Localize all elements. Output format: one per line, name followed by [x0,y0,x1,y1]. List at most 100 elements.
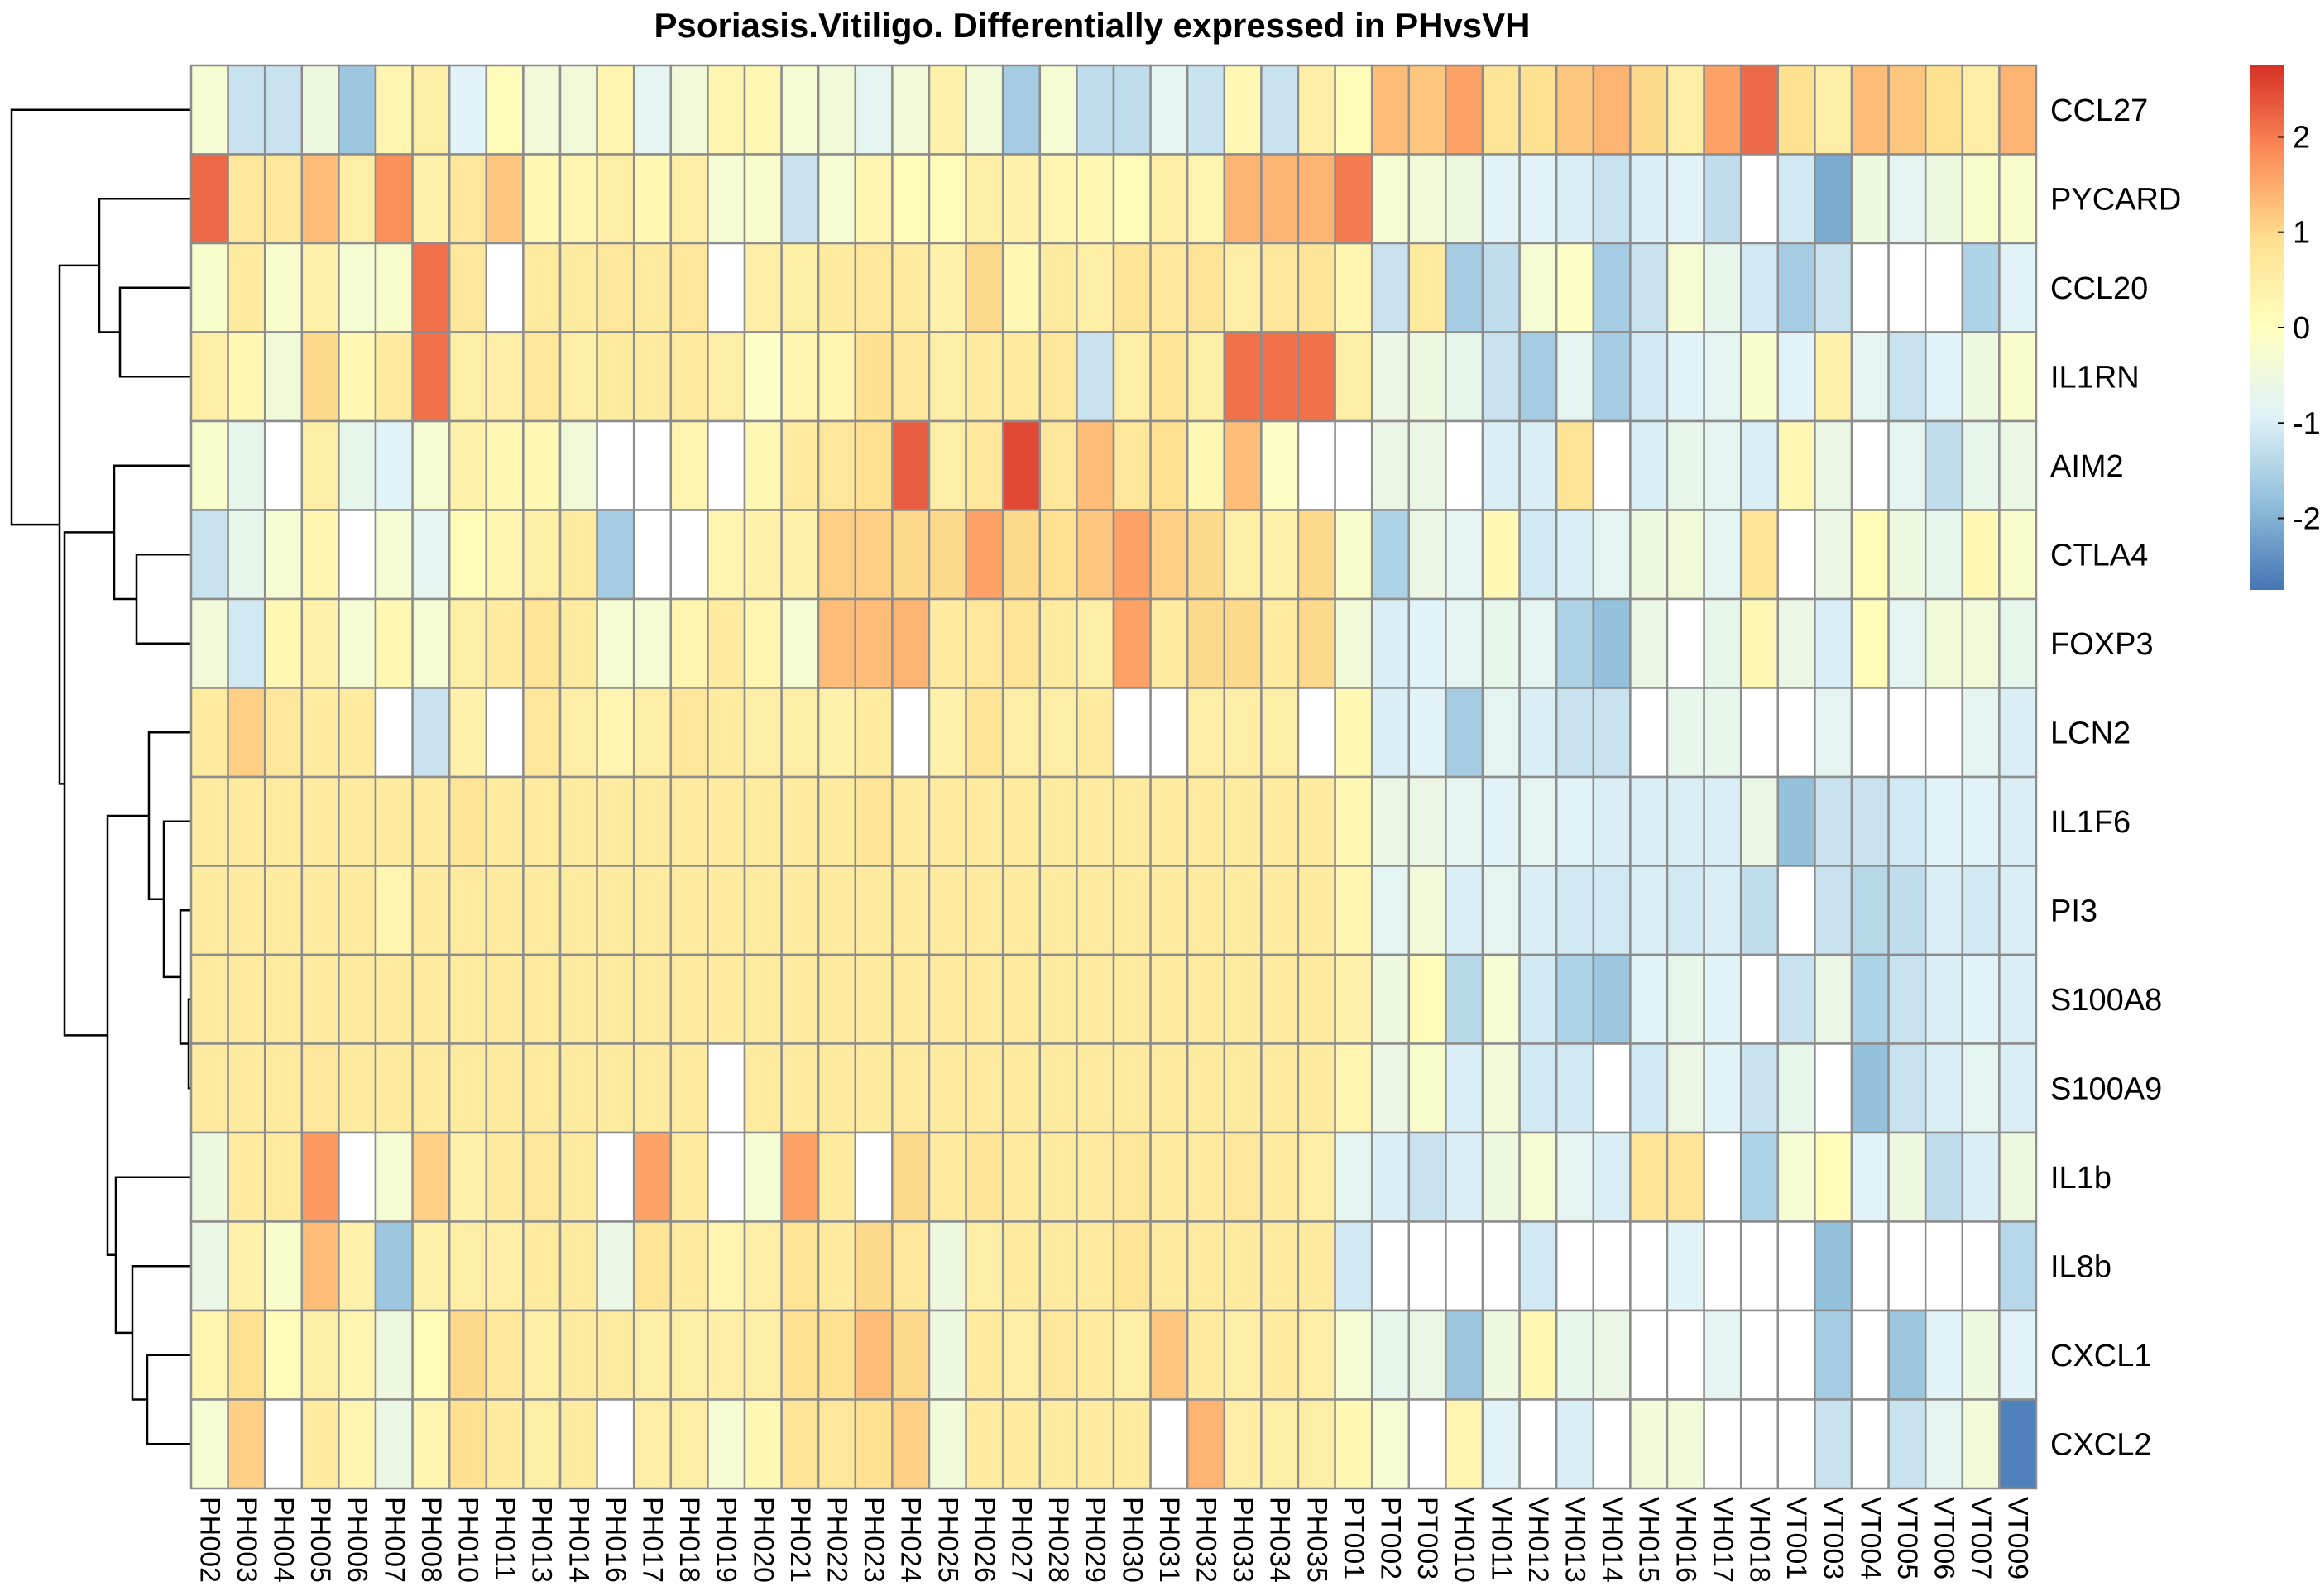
heatmap-cell [263,1042,304,1134]
heatmap-cell [891,64,931,156]
heatmap-cell [189,687,229,779]
heatmap-cell [1370,953,1411,1045]
heatmap-cell [1998,597,2038,689]
heatmap-cell [263,1131,304,1223]
heatmap-cell [263,242,304,333]
heatmap-cell [1260,64,1300,156]
heatmap-cell [300,687,340,779]
heatmap-cell [485,597,525,689]
heatmap-cell [411,331,451,423]
heatmap-cell [1703,775,1742,867]
heatmap-cell [1703,1309,1742,1401]
heatmap-cell [854,153,894,245]
heatmap-cell [1297,1398,1336,1490]
column-label: VT001 [1781,1497,1812,1579]
heatmap-cell [669,419,709,511]
heatmap-cell [1297,419,1336,511]
heatmap-cell [1370,153,1411,245]
heatmap-cell [1297,953,1336,1045]
heatmap-cell [854,419,894,511]
heatmap-cell [1038,775,1078,867]
heatmap-cell [1112,419,1152,511]
heatmap-cell [596,1220,635,1312]
heatmap-cell [227,1220,266,1312]
heatmap-cell [928,419,967,511]
heatmap-cell [374,64,414,156]
heatmap-cell [1703,1398,1742,1490]
heatmap-cell [1481,1309,1521,1401]
heatmap-cell [411,153,451,245]
heatmap-cell [1518,775,1558,867]
heatmap-cell [965,509,1004,601]
heatmap-cell [1555,597,1595,689]
heatmap-cell [1629,775,1669,867]
column-label: PH035 [1301,1497,1332,1583]
heatmap-cell [1666,242,1705,333]
heatmap-cell [448,597,488,689]
heatmap-cell [780,242,820,333]
heatmap-cell [1076,1042,1115,1134]
heatmap-cell [1703,1131,1742,1223]
heatmap-cell [780,153,820,245]
heatmap-cell [1666,953,1705,1045]
heatmap-cell [1887,1398,1927,1490]
heatmap-cell [1703,1220,1742,1312]
heatmap-cell [817,331,857,423]
heatmap-cell [1998,153,2038,245]
heatmap-cell [1518,419,1558,511]
heatmap-cell [558,331,598,423]
heatmap-cell [338,775,377,867]
heatmap-cell [1555,1042,1595,1134]
heatmap-cell [1739,153,1780,245]
heatmap-cell [780,597,820,689]
heatmap-cell [854,1042,894,1134]
row-label: PI3 [2050,894,2097,928]
heatmap-cell [632,331,673,423]
heatmap-cell [1961,1131,2001,1223]
heatmap-cell [1001,1220,1042,1312]
heatmap-cell [1739,1398,1780,1490]
heatmap-cell [1629,1220,1669,1312]
heatmap-cell [558,775,598,867]
heatmap-cell [1666,1220,1705,1312]
heatmap-cell [522,1220,562,1312]
heatmap-cell [1481,509,1521,601]
heatmap-cell [1518,242,1558,333]
heatmap-cell [1038,242,1078,333]
heatmap-cell [1445,1131,1484,1223]
heatmap-cell [854,865,894,956]
heatmap-cell [891,242,931,333]
heatmap-cell [1038,687,1078,779]
dendrogram-branch [135,554,191,645]
heatmap-cell [1592,1042,1632,1134]
heatmap-cell [558,242,598,333]
heatmap-cell [928,153,967,245]
heatmap-cell [1260,1220,1300,1312]
heatmap-cell [1814,1131,1853,1223]
heatmap-cell [300,153,340,245]
heatmap-cell [1924,1042,1964,1134]
heatmap-cell [1112,1220,1152,1312]
heatmap-cell [817,1309,857,1401]
heatmap-cell [1223,1398,1263,1490]
heatmap-cell [1703,242,1742,333]
heatmap-cell [669,775,709,867]
heatmap-cell [1223,242,1263,333]
heatmap-cell [1186,865,1226,956]
row-dendrogram [10,108,191,1445]
heatmap-cell [854,331,894,423]
heatmap-cell [780,1398,820,1490]
heatmap-cell [743,1309,783,1401]
heatmap-cell [1186,331,1226,423]
heatmap-cell [411,509,451,601]
heatmap-cell [632,687,673,779]
column-label: PH013 [526,1497,558,1583]
heatmap-cell [965,242,1004,333]
heatmap-cell [1260,775,1300,867]
heatmap-cell [928,865,967,956]
heatmap-cell [1407,153,1447,245]
column-label: PH033 [1227,1497,1258,1583]
heatmap-cell [1814,153,1853,245]
heatmap-cell [891,509,931,601]
heatmap-cell [1629,242,1669,333]
